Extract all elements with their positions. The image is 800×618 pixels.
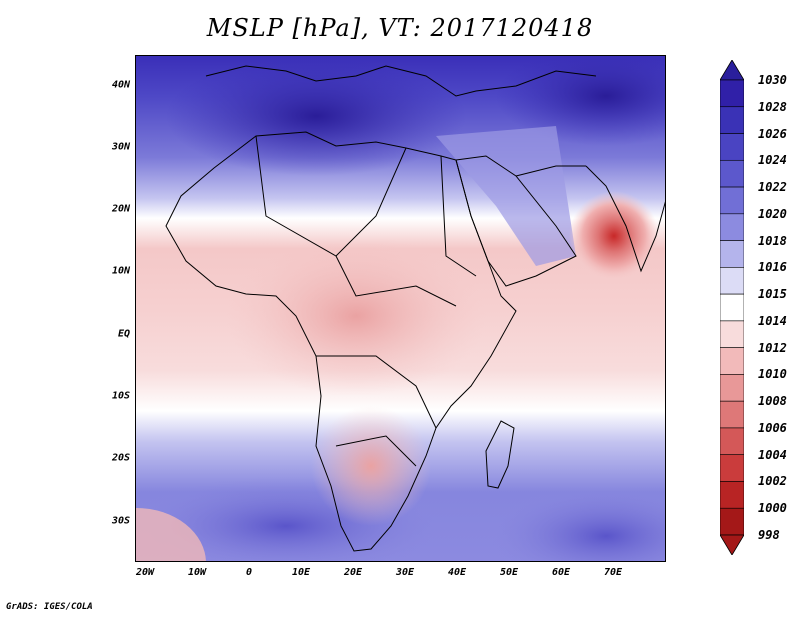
colorbar-segment — [720, 374, 744, 402]
colorbar-segment — [720, 427, 744, 456]
lon-label: 0 — [245, 567, 253, 578]
colorbar-label: 1015 — [758, 287, 787, 302]
lon-label: 70E — [603, 567, 623, 578]
lat-label: 10S — [111, 390, 130, 402]
colorbar-label: 1020 — [758, 206, 787, 221]
colorbar-label: 1004 — [758, 447, 787, 462]
colorbar-segment — [720, 347, 744, 375]
lat-label: 20S — [111, 452, 130, 464]
colorbar-label: 998 — [758, 528, 780, 542]
colorbar-segment — [720, 481, 744, 509]
colorbar-label: 1006 — [758, 420, 787, 435]
colorbar-segment — [720, 186, 744, 215]
colorbar-label: 1026 — [758, 126, 787, 141]
colorbar-segment — [720, 79, 744, 108]
colorbar-label: 1022 — [758, 180, 787, 195]
colorbar-segment — [720, 159, 744, 188]
lat-label: 30S — [111, 515, 130, 527]
colorbar-label: 1028 — [758, 99, 787, 114]
lon-label: 40E — [447, 567, 467, 578]
lon-label: 10E — [291, 567, 311, 578]
map-title: MSLP [hPa], VT: 2017120418 — [206, 14, 594, 42]
colorbar-label: 1012 — [758, 340, 787, 355]
colorbar-segment — [720, 293, 744, 322]
colorbar-segment — [720, 133, 744, 161]
colorbar-label: 1014 — [758, 313, 787, 328]
colorbar-segment — [720, 106, 744, 134]
lat-label: EQ — [117, 328, 130, 340]
colorbar-label: 1024 — [758, 153, 787, 168]
lon-label: 60E — [551, 567, 571, 578]
colorbar-label: 1030 — [758, 73, 787, 87]
colorbar — [720, 60, 744, 555]
colorbar-segment — [720, 454, 744, 482]
colorbar-segment — [720, 213, 744, 241]
colorbar-bottom-triangle — [720, 534, 744, 555]
colorbar-segment — [720, 267, 744, 295]
lon-label: 50E — [499, 567, 519, 578]
colorbar-label: 1018 — [758, 233, 787, 248]
lon-label: 20E — [343, 567, 363, 578]
lon-label: 20W — [135, 567, 155, 578]
colorbar-label: 1000 — [758, 501, 787, 516]
colorbar-segment — [720, 507, 744, 536]
lat-label: 20N — [111, 203, 130, 215]
colorbar-label: 1008 — [758, 394, 787, 409]
colorbar-segment — [720, 320, 744, 348]
colorbar-segment — [720, 400, 744, 429]
lat-label: 40N — [111, 79, 130, 91]
lat-label: 10N — [111, 265, 130, 277]
lon-label: 10W — [187, 567, 207, 578]
lon-label: 30E — [395, 567, 415, 578]
colorbar-label: 1002 — [758, 474, 787, 489]
mslp-map — [135, 55, 666, 562]
lat-label: 30N — [111, 141, 130, 153]
colorbar-segment — [720, 240, 744, 268]
colorbar-top-triangle — [720, 60, 744, 81]
credit-text: GrADS: IGES/COLA — [6, 602, 93, 612]
colorbar-label: 1016 — [758, 260, 787, 275]
colorbar-label: 1010 — [758, 367, 787, 382]
